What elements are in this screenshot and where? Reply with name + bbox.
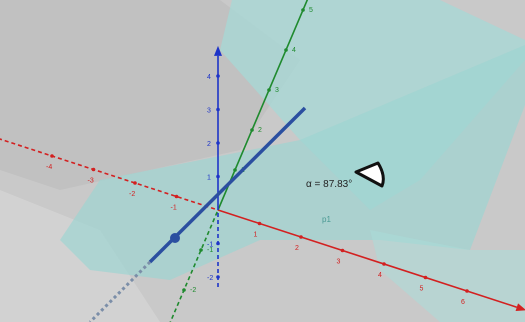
z-axis-tick-label: -1 — [207, 242, 213, 249]
z-axis-tick — [216, 107, 220, 112]
y-axis-tick — [284, 48, 288, 52]
plane-p1[interactable] — [60, 45, 525, 280]
y-axis-tick-label: 5 — [309, 7, 313, 14]
x-axis-tick — [257, 221, 262, 226]
x-axis-tick-label: -3 — [88, 178, 94, 185]
y-axis-tick — [267, 88, 271, 92]
x-axis-tick-label: 4 — [378, 272, 382, 279]
z-axis-tick — [216, 241, 220, 246]
x-axis-tick — [133, 181, 137, 185]
x-axis-tick — [299, 235, 303, 239]
z-axis-tick-label: -2 — [207, 275, 213, 282]
z-axis-tick-label: 3 — [207, 108, 211, 115]
x-axis-tick-label: -2 — [129, 191, 135, 198]
y-axis-tick — [233, 168, 237, 172]
y-axis-tick-label: -2 — [190, 287, 196, 294]
y-axis-negative — [169, 209, 219, 322]
axis-arrow-icon — [214, 45, 222, 56]
plane-lower-right[interactable] — [370, 230, 525, 322]
x-axis-tick-label: 6 — [461, 299, 465, 306]
y-axis-tick — [199, 248, 203, 252]
y-axis-tick — [250, 128, 254, 132]
z-axis-tick — [216, 141, 220, 145]
point-icon[interactable] — [170, 233, 180, 243]
x-axis-negative — [0, 138, 219, 211]
x-axis-tick-label: -4 — [46, 164, 52, 171]
y-axis-tick — [182, 288, 186, 292]
plane-label: p1 — [322, 215, 331, 224]
angle-arc-icon[interactable] — [354, 161, 385, 188]
x-axis-tick — [174, 194, 179, 199]
z-axis-tick — [216, 275, 220, 279]
z-axis-tick-label: 2 — [207, 141, 211, 148]
y-axis-tick — [301, 8, 305, 12]
z-axis-tick-label: 1 — [207, 175, 211, 182]
y-axis-tick-label: 3 — [275, 87, 279, 94]
x-axis-tick — [340, 248, 345, 253]
angle-label: α = 87.83° — [306, 179, 352, 190]
z-axis-tick — [216, 74, 220, 78]
y-axis-tick-label: -1 — [207, 247, 213, 254]
y-axis-tick-label: 4 — [292, 47, 296, 54]
x-axis-tick-label: 3 — [337, 259, 341, 266]
x-axis-tick-label: 5 — [420, 286, 424, 293]
y-axis-tick-label: 2 — [258, 127, 262, 134]
y-axis[interactable] — [217, 0, 312, 211]
z-axis-tick-label: 4 — [207, 74, 211, 81]
z-axis-tick — [216, 174, 220, 179]
plane-upper[interactable] — [220, 0, 525, 210]
x-axis-tick — [423, 275, 428, 280]
x-axis-tick-label: 1 — [254, 232, 258, 239]
x-axis-tick — [50, 154, 54, 158]
x-axis-tick-label: -1 — [171, 205, 177, 212]
axis-arrow-icon — [515, 303, 525, 312]
x-axis-tick-label: 2 — [295, 245, 299, 252]
x-axis-tick — [382, 262, 386, 266]
x-axis-tick — [465, 289, 469, 293]
x-axis-tick — [91, 167, 96, 172]
line-dashed-extension — [88, 260, 152, 322]
